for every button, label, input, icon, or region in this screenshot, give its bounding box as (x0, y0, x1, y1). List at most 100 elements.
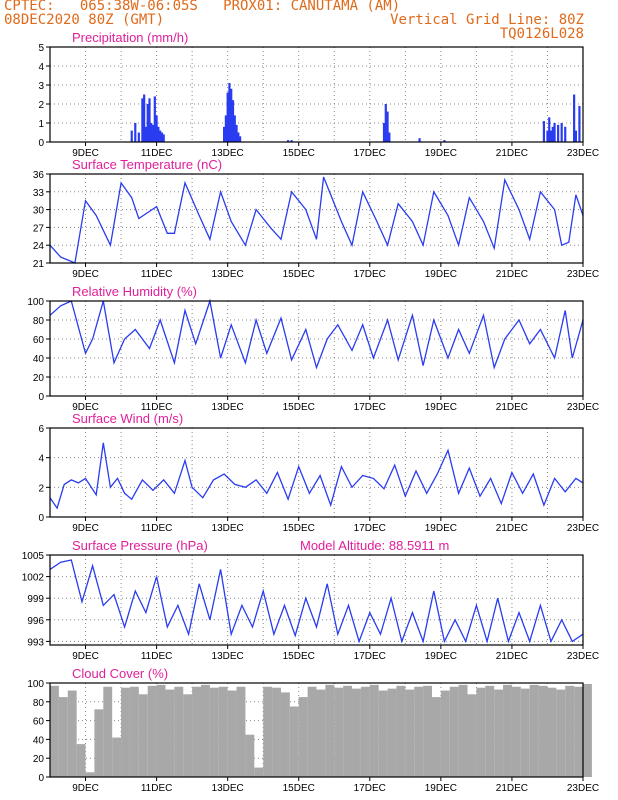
x-tick-label: 15DEC (283, 402, 315, 413)
cloud-bar (254, 767, 264, 777)
cloud-bar (547, 687, 557, 777)
y-tick-label: 40 (33, 735, 45, 746)
x-tick-label: 15DEC (283, 651, 315, 662)
precip-bar (560, 123, 563, 142)
x-tick-label: 9DEC (72, 651, 99, 662)
temp-line (49, 176, 584, 264)
x-tick-label: 21DEC (496, 651, 528, 662)
precip-bar (290, 140, 293, 142)
precip-bar (564, 126, 567, 142)
x-tick-label: 13DEC (212, 402, 244, 413)
precip-bar (578, 105, 581, 142)
x-tick-label: 19DEC (425, 148, 457, 159)
plot-frame (49, 300, 584, 397)
y-tick-label: 27 (33, 223, 45, 234)
x-tick-label: 21DEC (496, 402, 528, 413)
cloud-bar (307, 686, 317, 777)
x-tick-label: 9DEC (72, 148, 99, 159)
cloud-bar (58, 697, 68, 777)
pres-line (49, 559, 584, 644)
x-tick-label: 9DEC (72, 269, 99, 280)
precip-bar (388, 132, 391, 142)
plot-frame (49, 682, 584, 778)
cloud-bar (236, 686, 246, 777)
cloud-bar (431, 697, 441, 777)
x-tick-label: 17DEC (354, 783, 386, 794)
precip-bar (384, 104, 387, 142)
y-tick-label: 60 (33, 335, 45, 346)
x-tick-label: 21DEC (496, 148, 528, 159)
precip-bar (443, 140, 446, 142)
precip-bar (146, 104, 149, 142)
precip-bar (231, 100, 235, 142)
cloud-bar (396, 685, 406, 777)
y-tick-label: 1005 (22, 551, 45, 562)
y-tick-label: 0 (38, 392, 44, 403)
y-tick-label: 2 (38, 100, 44, 111)
cloud-bar (129, 686, 139, 777)
x-tick-label: 17DEC (354, 651, 386, 662)
x-tick-label: 19DEC (425, 523, 457, 534)
plot-frame (49, 554, 584, 646)
cloud-bar (227, 690, 237, 777)
precip-bar (153, 96, 156, 142)
x-tick-label: 13DEC (212, 651, 244, 662)
panel-title: Surface Temperature (nC) (72, 157, 222, 172)
precip-bar (148, 98, 151, 142)
precip-bar (233, 115, 236, 142)
cloud-bar (529, 684, 539, 777)
cloud-bar (147, 685, 157, 777)
cloud-bar (209, 687, 219, 777)
y-tick-label: 993 (27, 637, 44, 648)
cloud-bar (280, 692, 290, 777)
x-tick-label: 15DEC (283, 148, 315, 159)
y-tick-label: 5 (38, 43, 44, 54)
y-tick-label: 4 (38, 454, 44, 465)
precip-bar (130, 130, 133, 142)
precip-bar (228, 83, 231, 142)
x-tick-label: 11DEC (141, 269, 173, 280)
cloud-bar (440, 690, 450, 777)
cloud-bar (103, 686, 113, 777)
cloud-bar (360, 686, 370, 777)
x-tick-label: 9DEC (72, 523, 99, 534)
x-tick-label: 19DEC (425, 269, 457, 280)
precip-bar (160, 132, 164, 142)
x-tick-label: 17DEC (354, 402, 386, 413)
wind-line (49, 442, 584, 510)
cloud-bar (423, 685, 432, 777)
x-tick-label: 11DEC (141, 651, 173, 662)
cloud-bar (183, 694, 193, 777)
header-line-1: CPTEC: 065:38W-06:05S PROX01: CANUTAMA (… (4, 0, 401, 14)
cloud-bar (449, 686, 459, 777)
x-tick-label: 19DEC (425, 651, 457, 662)
precip-bar (546, 130, 549, 142)
panel-title: Precipitation (mm/h) (72, 30, 188, 45)
precip-bar (382, 123, 386, 142)
y-tick-label: 0 (38, 138, 44, 149)
precip-bar (557, 124, 560, 142)
x-tick-label: 23DEC (567, 269, 599, 280)
precip-bar (150, 123, 153, 142)
x-tick-label: 23DEC (567, 523, 599, 534)
cloud-bar (245, 734, 255, 777)
y-tick-label: 996 (27, 616, 44, 627)
x-tick-label: 15DEC (283, 523, 315, 534)
x-tick-label: 17DEC (354, 523, 386, 534)
model-code: TQ0126L028 (499, 26, 584, 42)
cloud-bar (218, 686, 228, 777)
cloud-bar (289, 706, 299, 777)
cloud-bar (485, 685, 495, 777)
x-tick-label: 23DEC (567, 651, 599, 662)
cloud-bar (343, 685, 353, 777)
y-tick-label: 33 (33, 188, 45, 199)
cloud-bar (67, 690, 77, 777)
cloud-bar (387, 688, 397, 777)
x-tick-label: 19DEC (425, 402, 457, 413)
cloud-bar (538, 685, 548, 777)
precip-bar (553, 123, 556, 142)
cloud-bar (298, 697, 308, 777)
y-tick-label: 100 (27, 679, 44, 690)
y-tick-label: 1002 (22, 573, 45, 584)
precip-bar (143, 94, 146, 142)
